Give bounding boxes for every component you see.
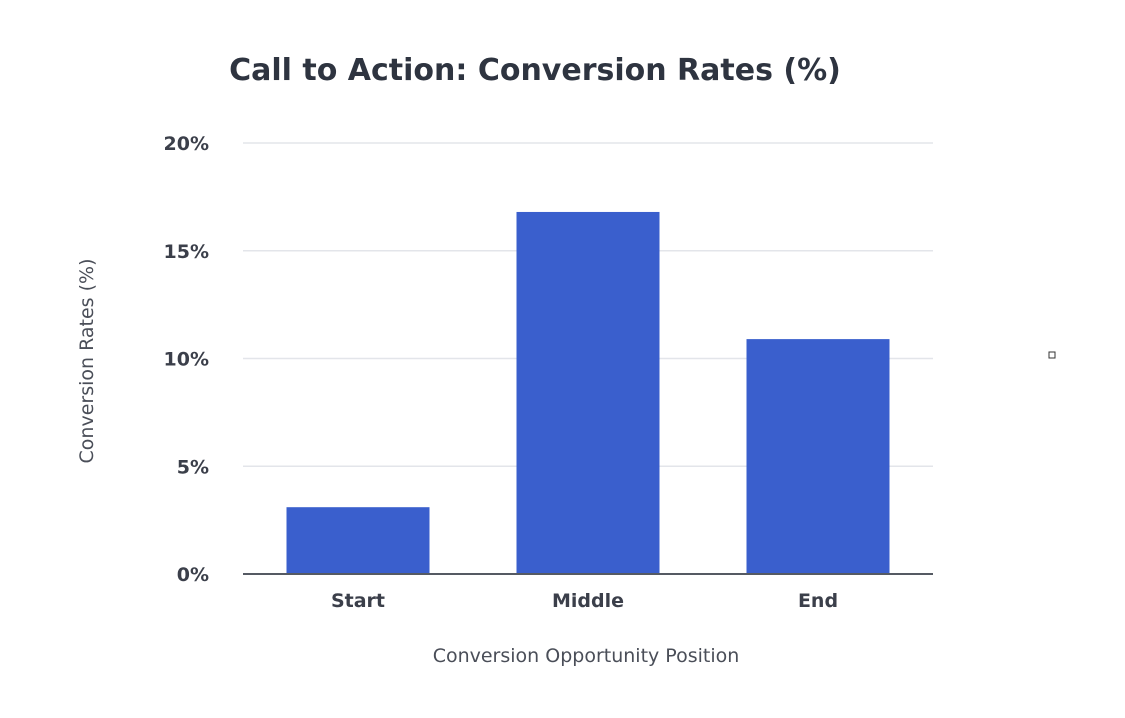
y-tick-label: 20%: [164, 133, 209, 155]
y-axis-title: Conversion Rates (%): [76, 259, 98, 464]
y-tick-label: 5%: [177, 456, 209, 478]
bars: [286, 211, 890, 574]
small-square-marker: [1048, 351, 1056, 359]
bar-middle: [516, 211, 660, 574]
x-category-label: End: [798, 590, 838, 612]
y-axis-ticks: 0% 5% 10% 15% 20%: [164, 133, 209, 586]
x-axis-title: Conversion Opportunity Position: [433, 645, 740, 667]
x-axis-categories: Start Middle End: [331, 590, 838, 612]
bar-end: [746, 339, 890, 574]
chart-title: Call to Action: Conversion Rates (%): [229, 53, 841, 88]
y-tick-label: 0%: [177, 564, 209, 586]
x-category-label: Middle: [552, 590, 624, 612]
bar-start: [286, 507, 430, 574]
y-tick-label: 15%: [164, 241, 209, 263]
y-tick-label: 10%: [164, 349, 209, 371]
x-category-label: Start: [331, 590, 385, 612]
